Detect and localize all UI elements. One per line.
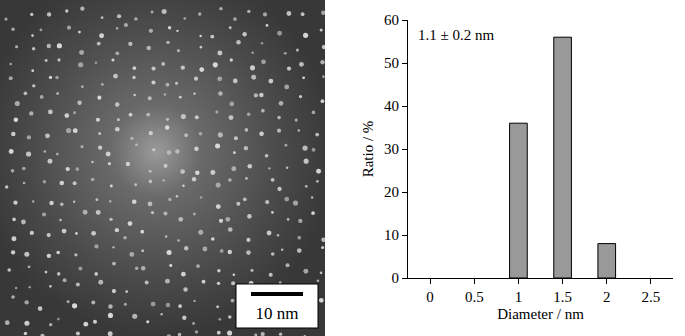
svg-text:10 nm: 10 nm — [256, 304, 299, 323]
svg-text:30: 30 — [384, 141, 399, 157]
svg-text:20: 20 — [384, 184, 399, 200]
svg-text:0.5: 0.5 — [465, 289, 484, 305]
svg-text:2: 2 — [603, 289, 611, 305]
svg-text:40: 40 — [384, 98, 399, 114]
svg-text:1: 1 — [515, 289, 523, 305]
svg-text:0: 0 — [392, 270, 400, 286]
svg-text:Diameter / nm: Diameter / nm — [497, 306, 584, 322]
svg-text:1.5: 1.5 — [553, 289, 572, 305]
svg-text:60: 60 — [384, 12, 399, 28]
svg-text:2.5: 2.5 — [642, 289, 661, 305]
svg-text:1.1 ± 0.2 nm: 1.1 ± 0.2 nm — [418, 27, 494, 43]
svg-text:10: 10 — [384, 227, 399, 243]
svg-text:50: 50 — [384, 55, 399, 71]
svg-text:Ratio / %: Ratio / % — [360, 121, 376, 178]
svg-text:0: 0 — [426, 289, 434, 305]
